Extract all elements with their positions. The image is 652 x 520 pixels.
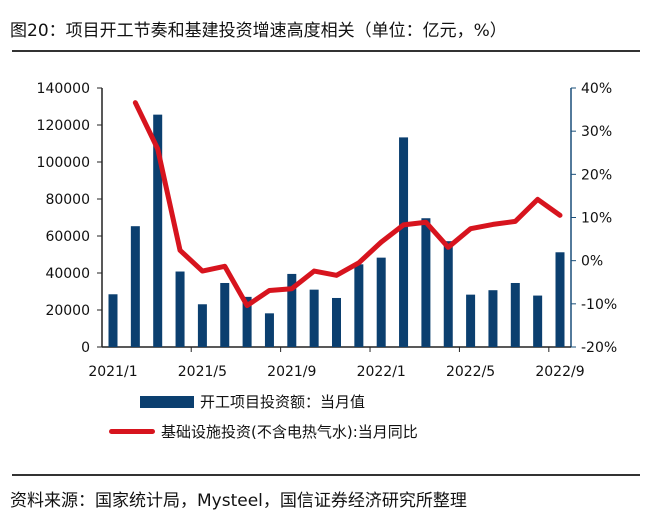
left-tick-label: 120000 [37, 118, 90, 134]
left-tick-label: 100000 [37, 155, 90, 171]
x-tick-label: 2021/9 [267, 364, 316, 380]
left-tick-label: 40000 [45, 266, 90, 282]
bar-2021/9 [287, 273, 297, 347]
bar-2022/7 [510, 282, 520, 347]
right-tick-label: 0% [581, 254, 603, 270]
right-tick-label: 10% [581, 211, 612, 227]
legend-item-line: 基础设施投资(不含电热气水):当月同比 [109, 421, 418, 442]
bar-2021/5 [197, 304, 207, 347]
source-divider [12, 474, 640, 476]
bar-2022/2 [399, 137, 409, 347]
right-tick-label: 20% [581, 167, 612, 183]
bar-2021/1 [108, 294, 118, 347]
x-tick-label: 2021/5 [178, 364, 227, 380]
legend-swatch-bar [140, 395, 194, 408]
source-note: 资料来源：国家统计局，Mysteel，国信证券经济研究所整理 [10, 491, 467, 511]
x-tick-label: 2022/1 [357, 364, 406, 380]
x-tick-label: 2021/1 [88, 364, 137, 380]
legend-label-line: 基础设施投资(不含电热气水):当月同比 [161, 423, 418, 441]
bar-2021/6 [220, 282, 230, 347]
bar-2021/3 [153, 114, 163, 347]
bar-2022/9 [555, 252, 565, 347]
bar-2022/5 [466, 294, 476, 347]
bar-2021/4 [175, 271, 185, 347]
bar-2021/2 [130, 226, 140, 347]
left-tick-label: 20000 [45, 303, 90, 319]
bar-2022/1 [376, 257, 386, 347]
bar-2021/11 [332, 297, 341, 347]
line-series [132, 100, 563, 309]
x-tick-label: 2022/5 [446, 364, 495, 380]
legend-item-bar: 开工项目投资额：当月值 [140, 391, 365, 412]
left-tick-label: 140000 [37, 81, 90, 97]
bar-2022/8 [533, 295, 543, 347]
bar-2021/8 [264, 313, 274, 347]
left-tick-label: 80000 [45, 192, 90, 208]
bar-2021/7 [242, 296, 252, 347]
bar-2022/6 [488, 290, 498, 347]
legend-label-bar: 开工项目投资额：当月值 [200, 393, 366, 411]
right-tick-label: 40% [581, 81, 612, 97]
right-tick-label: -20% [581, 340, 617, 356]
chart: 0 20000 40000 60000 80000 100000 120000 140000 -… [37, 81, 618, 380]
left-tick-label: 60000 [45, 229, 90, 245]
figure-title: 图20：项目开工节奏和基建投资增速高度相关（单位：亿元，%） [10, 21, 507, 41]
left-tick-label: 0 [81, 340, 90, 356]
title-divider [12, 50, 640, 52]
right-tick-label: 30% [581, 124, 612, 140]
x-tick-label: 2022/9 [535, 364, 584, 380]
bar-2021/10 [309, 289, 319, 347]
bar-2021/12 [354, 264, 364, 347]
bar-2022/3 [421, 218, 431, 347]
bar-2022/4 [443, 241, 453, 347]
legend-swatch-line [109, 429, 155, 434]
right-tick-label: -10% [581, 297, 617, 313]
